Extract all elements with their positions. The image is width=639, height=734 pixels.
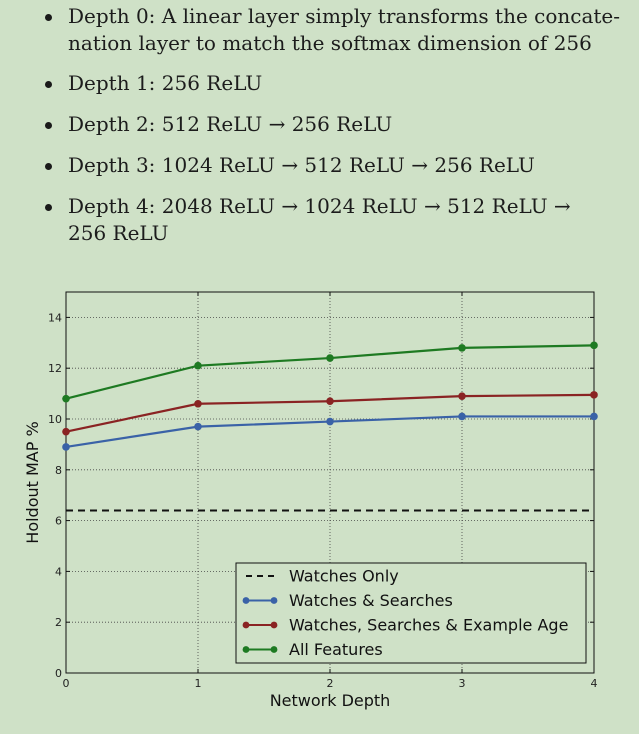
- bullet-dot: [45, 163, 52, 170]
- data-point: [62, 394, 70, 403]
- data-point: [326, 417, 334, 426]
- bullet-text: Depth 3: 1024 ReLU → 512 ReLU → 256 ReLU: [68, 152, 628, 179]
- y-axis-title: Holdout MAP %: [23, 421, 42, 543]
- legend-marker: [242, 621, 250, 629]
- data-point: [194, 361, 202, 370]
- bullet-dot: [45, 122, 52, 129]
- x-tick-label: 2: [327, 677, 334, 690]
- y-tick-label: 0: [55, 667, 62, 680]
- bullet-text: Depth 1: 256 ReLU: [68, 70, 628, 97]
- data-point: [194, 399, 202, 408]
- bullet-line: 256 ReLU: [68, 221, 169, 245]
- bullet-dot: [45, 204, 52, 211]
- y-tick-label: 12: [48, 362, 62, 375]
- data-point: [458, 344, 466, 352]
- bullet-line: Depth 4: 2048 ReLU → 1024 ReLU → 512 ReL…: [68, 194, 571, 218]
- bullet-text: Depth 2: 512 ReLU → 256 ReLU: [68, 111, 628, 138]
- bullet-line: Depth 3: 1024 ReLU → 512 ReLU → 256 ReLU: [68, 153, 535, 177]
- data-point: [62, 427, 70, 436]
- legend-label: Watches & Searches: [289, 591, 453, 610]
- legend-label: Watches, Searches & Example Age: [289, 616, 568, 635]
- legend-label: All Features: [289, 640, 383, 659]
- data-point: [590, 412, 598, 421]
- y-tick-label: 10: [48, 413, 62, 426]
- legend-marker: [270, 621, 278, 629]
- legend-label: Watches Only: [289, 567, 399, 586]
- y-tick-label: 4: [55, 565, 62, 578]
- legend-box: [235, 562, 587, 664]
- bullet-dot: [45, 14, 52, 21]
- legend-marker: [242, 646, 250, 653]
- bullet-text: Depth 4: 2048 ReLU → 1024 ReLU → 512 ReL…: [68, 193, 628, 247]
- y-tick-label: 14: [48, 311, 62, 324]
- x-axis-title: Network Depth: [270, 691, 391, 710]
- data-point: [458, 392, 466, 400]
- x-tick-label: 0: [63, 677, 70, 690]
- data-point: [326, 354, 334, 362]
- x-tick-label: 3: [459, 677, 466, 690]
- y-tick-label: 6: [55, 515, 62, 528]
- x-tick-label: 1: [195, 677, 202, 690]
- data-point: [458, 412, 466, 421]
- data-point: [590, 391, 598, 399]
- legend-marker: [242, 597, 250, 604]
- bullet-line: Depth 0: A linear layer simply transform…: [68, 4, 621, 28]
- bullet-line: Depth 1: 256 ReLU: [68, 71, 263, 95]
- data-point: [590, 341, 598, 350]
- data-point: [194, 422, 202, 431]
- x-tick-label: 4: [591, 677, 598, 690]
- bullet-text: Depth 0: A linear layer simply transform…: [68, 3, 628, 57]
- data-point: [326, 397, 334, 406]
- bullet-dot: [45, 81, 52, 88]
- bullet-line: nation layer to match the softmax dimens…: [68, 31, 592, 55]
- data-point: [62, 443, 70, 451]
- legend-marker: [270, 597, 278, 604]
- y-tick-label: 8: [55, 464, 62, 477]
- legend-marker: [270, 646, 278, 653]
- bullet-line: Depth 2: 512 ReLU → 256 ReLU: [68, 112, 393, 136]
- y-tick-label: 2: [55, 616, 62, 629]
